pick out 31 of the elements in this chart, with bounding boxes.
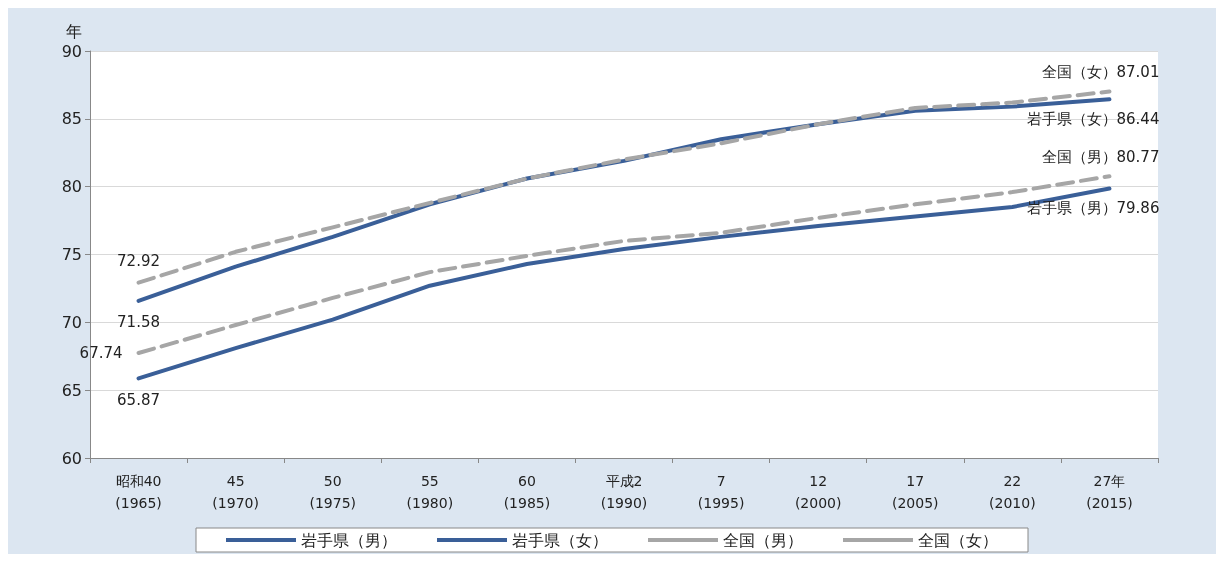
data-label: 67.74 <box>79 343 123 362</box>
x-tick-label: 50 (1975) <box>309 473 357 511</box>
y-tick-label: 85 <box>61 109 82 129</box>
legend-label: 全国（女） <box>918 530 998 550</box>
legend-label: 岩手県（女） <box>512 530 608 550</box>
y-tick-label: 90 <box>61 41 82 61</box>
x-tick-label: 60 (1985) <box>503 473 551 511</box>
x-tick-label: 昭和40 (1965) <box>115 473 162 511</box>
x-tick-label: 22 (2010) <box>989 473 1036 511</box>
x-tick-label: 7 (1995) <box>697 473 745 511</box>
legend-label: 岩手県（男） <box>301 530 397 550</box>
data-label: 岩手県（女）86.44 <box>1026 109 1160 128</box>
y-tick-label: 70 <box>61 312 82 332</box>
legend-label: 全国（男） <box>723 530 803 550</box>
data-label: 全国（男）80.77 <box>1041 147 1160 166</box>
x-tick-label: 27年 (2015) <box>1086 473 1133 511</box>
y-tick-label: 80 <box>61 177 82 197</box>
y-tick-label: 75 <box>61 245 82 264</box>
x-tick-label: 12 (2000) <box>794 473 842 511</box>
data-label: 71.58 <box>117 313 161 332</box>
y-axis-title: 年 <box>66 21 82 41</box>
data-label: 72.92 <box>117 252 161 271</box>
data-label: 65.87 <box>117 390 161 409</box>
x-tick-label: 17 (2005) <box>891 473 939 511</box>
y-tick-label: 60 <box>61 448 82 468</box>
x-tick-label: 55 (1980) <box>406 473 454 511</box>
x-tick-label: 45 (1970) <box>212 473 259 511</box>
x-tick-label: 平成2 (1990) <box>600 473 648 511</box>
y-tick-label: 65 <box>61 380 82 400</box>
data-label: 全国（女）87.01 <box>1041 63 1160 82</box>
data-label: 岩手県（男）79.86 <box>1026 199 1160 218</box>
